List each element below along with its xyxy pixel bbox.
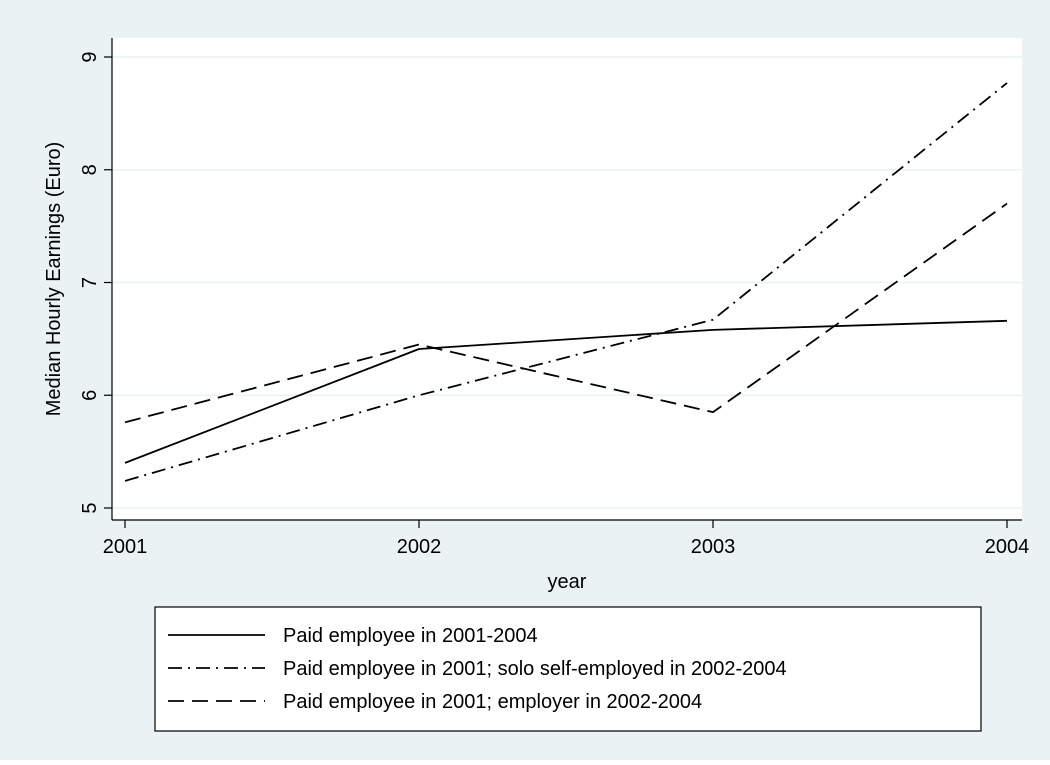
legend-box: [154, 606, 982, 732]
legend-label-0: Paid employee in 2001-2004: [283, 625, 538, 647]
series-line-1: [124, 82, 1008, 482]
series: [124, 82, 1008, 482]
x-tick-label-3: 2004: [985, 536, 1030, 558]
ticks: 5 6 7 8 9 2001 2002 2003 2004: [79, 51, 1029, 558]
y-tick-label-2: 7: [79, 277, 101, 288]
x-tick-label-0: 2001: [103, 536, 148, 558]
y-axis-label: Median Hourly Earnings (Euro): [43, 142, 65, 417]
y-tick-label-0: 5: [79, 502, 101, 513]
legend-label-1: Paid employee in 2001; solo self-employe…: [283, 658, 787, 680]
y-tick-label-3: 8: [79, 164, 101, 175]
legend: Paid employee in 2001-2004 Paid employee …: [154, 606, 982, 732]
x-tick-label-1: 2002: [397, 536, 442, 558]
series-line-2: [124, 202, 1008, 424]
axes: [111, 38, 1022, 521]
gridlines: [112, 56, 1022, 509]
plot-area: [112, 38, 1022, 520]
x-axis-label: year: [548, 571, 587, 593]
y-tick-label-4: 9: [79, 51, 101, 62]
series-line-0: [124, 319, 1008, 464]
legend-label-2: Paid employee in 2001; employer in 2002-…: [283, 691, 702, 713]
y-tick-label-1: 6: [79, 390, 101, 401]
x-tick-label-2: 2003: [691, 536, 736, 558]
